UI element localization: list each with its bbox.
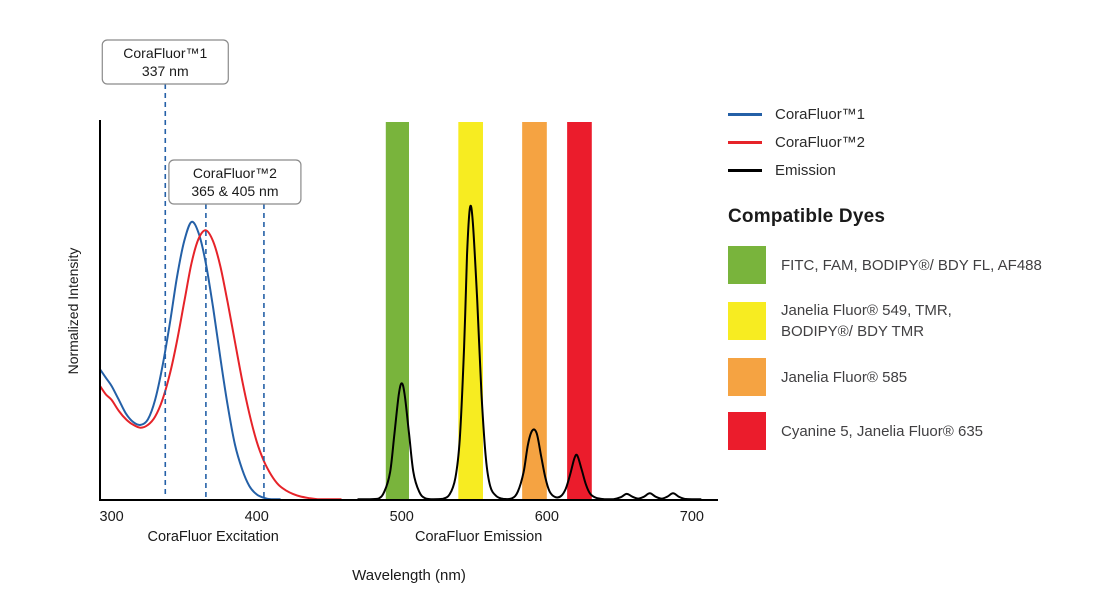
- x-tick-label: 300: [100, 509, 124, 525]
- dye-item-orange: Janelia Fluor® 585: [728, 358, 1106, 396]
- x-tick-label: 600: [535, 509, 559, 525]
- orange-color-swatch: [728, 358, 766, 396]
- y-axis-title: Normalized Intensity: [65, 248, 81, 375]
- emission-band-1: [458, 122, 483, 500]
- legend-item-emission: Emission: [728, 156, 1106, 184]
- compatible-dyes-list: FITC, FAM, BODIPY®/ BDY FL, AF488 Janeli…: [728, 246, 1106, 466]
- dye-item-green: FITC, FAM, BODIPY®/ BDY FL, AF488: [728, 246, 1106, 284]
- callout-title: CoraFluor™1: [123, 45, 207, 61]
- spectra-chart: CoraFluor™1 337 nm CoraFluor™2 365 & 405 nm…: [65, 39, 718, 584]
- callout-title: CoraFluor™2: [193, 165, 277, 181]
- legend-label: CoraFluor™2: [775, 133, 866, 151]
- chart-legend: CoraFluor™1 CoraFluor™2 Emission: [728, 100, 1106, 184]
- x-axis-title: Wavelength (nm): [352, 567, 466, 584]
- x-tick-label: 700: [680, 509, 704, 525]
- legend-label: Emission: [775, 161, 836, 179]
- dye-label: FITC, FAM, BODIPY®/ BDY FL, AF488: [781, 256, 1042, 274]
- emission-band-0: [385, 122, 409, 500]
- dye-label: Janelia Fluor® 585: [781, 368, 908, 386]
- legend-label: CoraFluor™1: [775, 105, 866, 123]
- callout-value: 365 & 405 nm: [191, 183, 278, 199]
- red-color-swatch: [728, 412, 766, 450]
- emission-band-2: [522, 122, 547, 500]
- curve-corafluor-2: [99, 229, 342, 501]
- axis-section-label: CoraFluor Emission: [415, 529, 542, 545]
- legend-item-corafluor1: CoraFluor™1: [728, 100, 1106, 128]
- dye-item-red: Cyanine 5, Janelia Fluor® 635: [728, 412, 1106, 450]
- x-tick-label: 500: [390, 509, 414, 525]
- legend-line-swatch: [728, 112, 762, 116]
- compatible-dyes-heading: Compatible Dyes: [728, 206, 886, 227]
- yellow-color-swatch: [728, 302, 766, 340]
- curve-corafluor-1: [99, 220, 281, 501]
- legend-line-swatch: [728, 140, 762, 144]
- callout-corafluor-2: CoraFluor™2 365 & 405 nm: [168, 159, 302, 205]
- curve-emission: [357, 204, 702, 501]
- legend-line-swatch: [728, 168, 762, 172]
- dye-label: Cyanine 5, Janelia Fluor® 635: [781, 422, 984, 440]
- callout-corafluor-1: CoraFluor™1 337 nm: [101, 39, 229, 85]
- x-tick-label: 400: [245, 509, 269, 525]
- right-panel: CoraFluor™1 CoraFluor™2 Emission Compati…: [728, 100, 1106, 466]
- axis-section-label: CoraFluor Excitation: [147, 529, 278, 545]
- callout-value: 337 nm: [142, 63, 189, 79]
- legend-item-corafluor2: CoraFluor™2: [728, 128, 1106, 156]
- emission-band-3: [567, 122, 592, 500]
- green-color-swatch: [728, 246, 766, 284]
- dye-item-yellow: Janelia Fluor® 549, TMR, BODIPY®/ BDY TM…: [728, 300, 1106, 342]
- dye-label: Janelia Fluor® 549, TMR, BODIPY®/ BDY TM…: [781, 302, 952, 340]
